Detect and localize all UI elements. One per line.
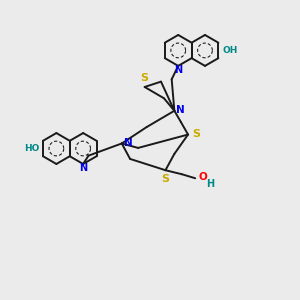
Text: S: S	[161, 174, 169, 184]
Text: N: N	[124, 138, 133, 148]
Text: N: N	[176, 105, 185, 115]
Text: S: S	[192, 129, 200, 139]
Text: H: H	[206, 178, 214, 189]
Text: N: N	[174, 65, 182, 75]
Text: HO: HO	[24, 144, 39, 153]
Text: OH: OH	[222, 46, 238, 55]
Text: N: N	[79, 163, 87, 173]
Text: S: S	[140, 73, 148, 83]
Text: O: O	[199, 172, 208, 182]
